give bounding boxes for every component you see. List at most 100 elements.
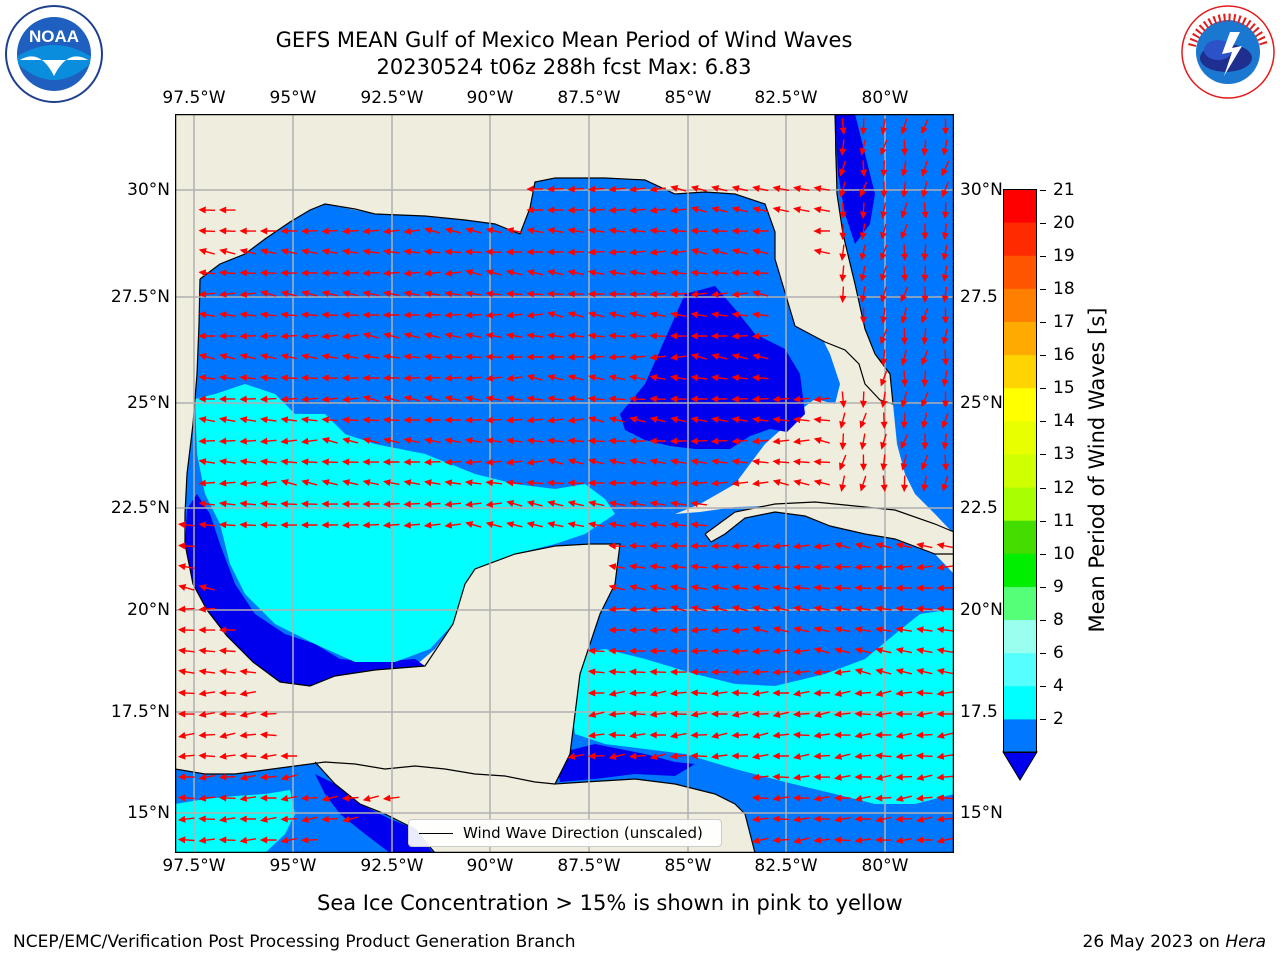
wave-direction-arrow bbox=[936, 773, 954, 781]
wave-direction-arrow bbox=[259, 815, 277, 823]
wave-direction-arrow bbox=[628, 710, 646, 718]
wave-direction-arrow bbox=[752, 479, 769, 487]
wave-direction-arrow bbox=[300, 311, 318, 319]
wave-direction-arrow bbox=[833, 836, 851, 844]
wave-direction-arrow bbox=[341, 500, 359, 508]
wave-direction-arrow bbox=[280, 395, 298, 403]
colorbar-segment bbox=[1003, 255, 1037, 290]
wave-direction-arrow bbox=[485, 458, 503, 466]
wave-direction-arrow bbox=[382, 269, 400, 277]
wave-direction-arrow bbox=[731, 353, 748, 360]
wave-direction-arrow bbox=[752, 248, 769, 256]
wave-direction-arrow bbox=[792, 395, 810, 403]
wave-direction-arrow bbox=[628, 542, 646, 550]
wave-direction-arrow bbox=[219, 752, 236, 760]
wave-direction-arrow bbox=[629, 584, 646, 592]
wave-direction-arrow bbox=[690, 395, 707, 403]
wave-direction-arrow bbox=[792, 710, 810, 718]
wave-direction-arrow bbox=[177, 773, 195, 781]
wave-direction-arrow bbox=[403, 227, 420, 235]
wave-direction-arrow bbox=[792, 773, 810, 781]
chart-title: GEFS MEAN Gulf of Mexico Mean Period of … bbox=[275, 28, 853, 52]
wave-direction-arrow bbox=[321, 458, 339, 466]
wave-direction-arrow bbox=[772, 458, 790, 466]
wave-direction-arrow bbox=[608, 269, 626, 277]
wave-direction-arrow bbox=[936, 626, 953, 634]
calm-zone-west-coast bbox=[185, 494, 425, 686]
wave-direction-arrow bbox=[711, 689, 728, 697]
wave-direction-arrow bbox=[260, 248, 277, 256]
wave-direction-arrow bbox=[772, 542, 790, 550]
wave-direction-arrow bbox=[588, 374, 605, 382]
wave-direction-arrow bbox=[690, 185, 707, 192]
wave-direction-arrow bbox=[362, 374, 379, 382]
wave-direction-arrow bbox=[218, 227, 236, 235]
wave-direction-arrow bbox=[731, 647, 749, 655]
wave-direction-arrow bbox=[731, 311, 748, 319]
lon-tick-label: 87.5°W bbox=[557, 88, 621, 108]
wave-direction-arrow bbox=[629, 416, 646, 423]
wave-direction-arrow bbox=[239, 269, 257, 277]
wave-direction-arrow bbox=[259, 521, 277, 529]
wave-direction-arrow bbox=[382, 290, 400, 298]
wave-direction-arrow bbox=[219, 353, 236, 360]
colorbar-segment bbox=[1003, 653, 1037, 687]
wave-direction-arrow bbox=[383, 395, 400, 402]
wave-direction-arrow bbox=[567, 332, 585, 340]
wave-direction-arrow bbox=[362, 416, 380, 424]
wave-direction-arrow bbox=[710, 752, 728, 760]
wave-direction-arrow bbox=[813, 836, 831, 844]
wave-direction-arrow bbox=[444, 479, 461, 487]
wave-direction-arrow bbox=[239, 227, 257, 235]
wave-direction-arrow bbox=[321, 416, 339, 424]
wave-direction-arrow bbox=[259, 269, 277, 277]
wave-direction-arrow bbox=[649, 584, 666, 592]
wave-direction-arrow bbox=[921, 391, 929, 408]
wave-direction-arrow bbox=[901, 265, 909, 283]
wave-direction-arrow bbox=[751, 752, 769, 760]
wave-direction-arrow bbox=[942, 454, 950, 472]
wave-direction-arrow bbox=[608, 248, 626, 256]
wave-direction-arrow bbox=[900, 181, 908, 198]
wave-direction-arrow bbox=[915, 752, 933, 760]
wave-direction-arrow bbox=[854, 836, 871, 844]
wave-direction-arrow bbox=[219, 732, 236, 739]
wave-direction-arrow bbox=[321, 311, 339, 319]
wave-direction-arrow bbox=[342, 290, 359, 298]
wave-direction-arrow bbox=[649, 626, 667, 634]
wave-direction-arrow bbox=[485, 227, 502, 235]
wave-direction-arrow bbox=[690, 311, 708, 319]
wave-direction-arrow bbox=[588, 311, 605, 318]
wave-direction-arrow bbox=[588, 416, 605, 423]
wave-direction-arrow bbox=[731, 689, 749, 697]
wave-direction-arrow bbox=[505, 311, 523, 319]
wave-direction-arrow bbox=[444, 248, 462, 256]
wave-direction-arrow bbox=[772, 647, 790, 655]
wave-direction-arrow bbox=[198, 752, 216, 760]
wave-direction-arrow bbox=[772, 185, 790, 193]
wave-direction-arrow bbox=[731, 332, 749, 340]
wave-direction-arrow bbox=[649, 269, 666, 277]
wave-direction-arrow bbox=[444, 227, 461, 234]
wave-direction-arrow bbox=[280, 815, 298, 823]
wave-direction-arrow bbox=[300, 458, 318, 466]
wave-direction-arrow bbox=[321, 521, 339, 529]
wave-direction-arrow bbox=[218, 437, 236, 445]
wave-direction-arrow bbox=[198, 500, 215, 508]
wave-direction-arrow bbox=[793, 437, 810, 445]
wave-direction-arrow bbox=[464, 395, 482, 403]
wave-direction-arrow bbox=[239, 521, 257, 529]
wave-direction-arrow bbox=[506, 500, 523, 507]
wave-direction-arrow bbox=[731, 710, 749, 718]
wave-direction-arrow bbox=[859, 265, 867, 282]
wave-direction-arrow bbox=[300, 332, 318, 340]
wave-direction-arrow bbox=[587, 206, 605, 214]
wave-direction-arrow bbox=[198, 647, 216, 655]
wave-direction-arrow bbox=[895, 773, 913, 781]
wave-direction-arrow bbox=[915, 647, 933, 655]
wave-direction-arrow bbox=[362, 311, 380, 319]
colorbar-segment bbox=[1003, 620, 1037, 654]
wave-direction-arrow bbox=[751, 794, 769, 802]
wave-direction-arrow bbox=[936, 647, 954, 655]
wave-direction-arrow bbox=[423, 500, 441, 508]
